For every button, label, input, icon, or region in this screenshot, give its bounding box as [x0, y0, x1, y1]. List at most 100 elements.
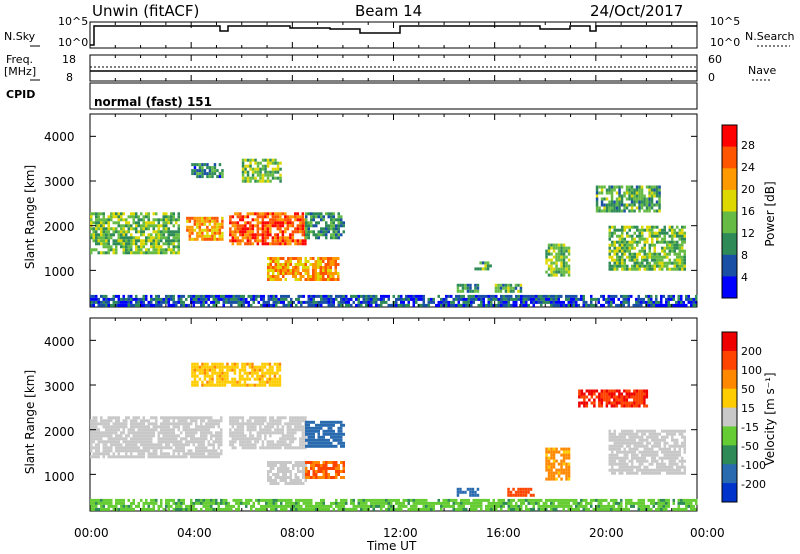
power-cell — [241, 173, 245, 177]
power-cell — [615, 203, 619, 207]
power-cell — [613, 185, 616, 189]
velocity-cell — [633, 398, 636, 402]
velocity-cell — [266, 371, 269, 375]
velocity-cell — [267, 464, 270, 467]
power-cell — [157, 221, 160, 225]
power-cell — [613, 243, 616, 247]
power-cell — [442, 300, 445, 304]
power-cell — [213, 163, 217, 167]
velocity-cell — [322, 441, 325, 445]
power-cell — [125, 303, 128, 307]
power-cell — [135, 230, 138, 234]
velocity-cell — [202, 501, 205, 505]
power-cell — [630, 206, 634, 210]
velocity-cell — [307, 432, 310, 436]
velocity-cell — [598, 398, 601, 402]
power-cell — [325, 230, 328, 234]
velocity-cell — [275, 498, 278, 502]
velocity-cell — [615, 401, 619, 405]
power-cell — [132, 236, 135, 240]
power-cell — [211, 219, 214, 223]
velocity-cell — [201, 380, 204, 384]
velocity-cell — [236, 416, 240, 420]
velocity-cell — [279, 467, 282, 470]
velocity-cell — [234, 434, 237, 438]
velocity-cell — [276, 431, 280, 435]
power-cell — [246, 233, 250, 237]
velocity-cell — [653, 456, 656, 460]
power-cell — [259, 221, 262, 225]
power-cell — [650, 294, 653, 298]
power-cell — [610, 188, 614, 192]
velocity-cell — [127, 504, 130, 508]
velocity-cell — [107, 419, 110, 423]
power-cell — [310, 212, 313, 216]
velocity-cell — [305, 470, 308, 473]
power-cell — [636, 255, 639, 259]
power-cell — [367, 297, 370, 301]
velocity-cell — [678, 468, 681, 472]
power-cell — [372, 297, 375, 301]
velocity-cell — [618, 398, 621, 402]
power-cell — [97, 242, 100, 246]
power-cell — [638, 264, 641, 268]
power-cell — [621, 264, 624, 268]
power-cell — [260, 303, 263, 307]
power-cell — [145, 242, 148, 246]
velocity-cell — [212, 498, 215, 502]
velocity-cell — [519, 487, 523, 491]
velocity-cell — [335, 476, 338, 479]
velocity-cell — [162, 419, 165, 423]
power-cell — [334, 257, 337, 260]
velocity-cell — [317, 461, 320, 464]
velocity-cell — [512, 493, 515, 497]
velocity-cell — [327, 438, 330, 442]
velocity-cell — [286, 446, 290, 450]
power-cell — [142, 227, 145, 231]
power-cell — [608, 228, 611, 232]
power-cell — [125, 248, 128, 252]
power-cell — [658, 194, 661, 198]
velocity-cell — [201, 383, 204, 387]
velocity-cell — [237, 498, 240, 502]
power-cell — [220, 294, 223, 298]
velocity-cell — [200, 437, 203, 441]
power-cell — [100, 233, 103, 237]
velocity-cell — [635, 398, 639, 402]
power-cell — [621, 267, 624, 271]
velocity-cell — [120, 446, 123, 450]
velocity-cell — [130, 501, 133, 505]
velocity-cell — [120, 425, 123, 429]
power-cell — [305, 221, 308, 225]
power-cell — [319, 257, 322, 260]
power-cell — [115, 251, 118, 255]
velocity-cell — [127, 440, 130, 444]
power-cell — [334, 263, 337, 266]
power-cell — [638, 237, 641, 241]
velocity-cell — [92, 446, 95, 450]
velocity-cell — [663, 465, 666, 469]
power-cell — [630, 188, 634, 192]
power-cell — [633, 261, 636, 265]
power-cell — [167, 300, 170, 304]
velocity-cell — [210, 504, 213, 508]
power-cell — [507, 294, 510, 298]
velocity-cell — [284, 470, 287, 473]
velocity-cell — [236, 362, 239, 366]
power-cell — [683, 252, 686, 256]
power-cell — [186, 225, 189, 229]
power-cell — [235, 294, 238, 298]
power-cell — [314, 272, 317, 275]
power-cell — [640, 203, 644, 207]
velocity-cell — [220, 419, 223, 423]
velocity-cell — [212, 501, 215, 505]
power-cell — [304, 257, 307, 260]
power-cell — [650, 200, 654, 204]
power-cell — [152, 239, 155, 243]
power-cell — [678, 237, 681, 241]
velocity-cell — [266, 368, 269, 372]
velocity-cell — [295, 507, 298, 511]
power-cell — [445, 294, 448, 298]
power-cell — [157, 233, 160, 237]
velocity-cell — [545, 453, 548, 457]
